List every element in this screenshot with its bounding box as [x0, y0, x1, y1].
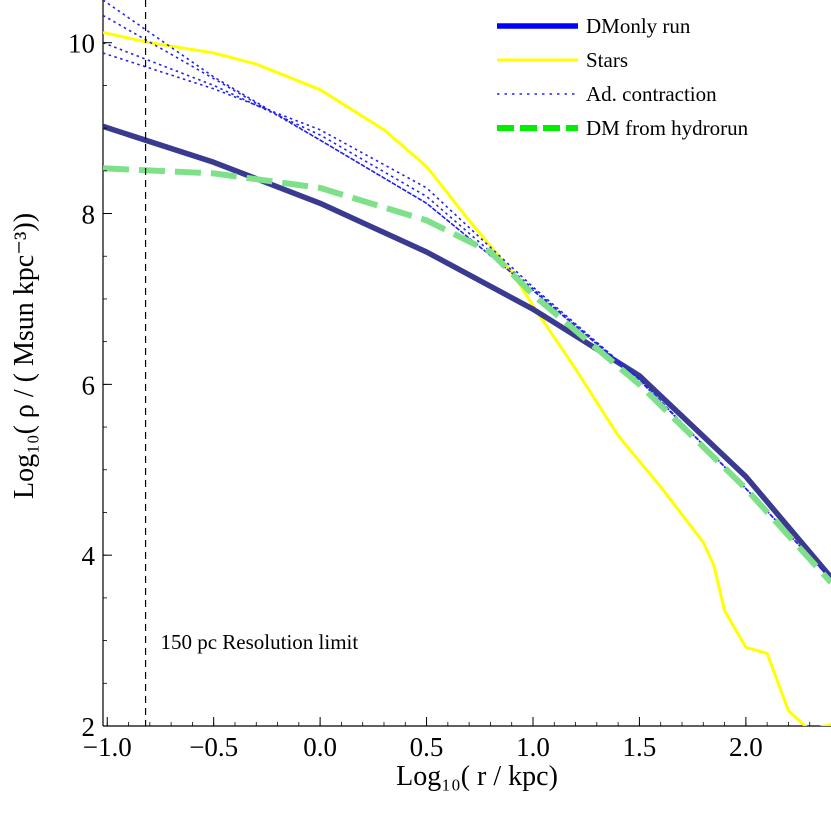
series-line-series-4: [103, 41, 831, 580]
y-tick-label: 8: [82, 200, 96, 230]
legend-label-stars: Stars: [586, 48, 628, 72]
x-tick-label: −1.0: [83, 732, 132, 762]
x-axis-label: Log₁₀( r / kpc): [396, 761, 558, 792]
resolution-limit-label: 150 pc Resolution limit: [160, 630, 358, 654]
series-line-stars: [103, 31, 831, 726]
y-tick-label: 2: [82, 712, 96, 742]
series-line-ad-contraction: [103, 0, 831, 580]
y-axis-label: Log₁₀( ρ / ( Msun kpc⁻³)): [9, 213, 40, 499]
x-tick-label: 0.0: [303, 732, 337, 762]
series-group: [103, 0, 831, 726]
y-tick-label: 10: [68, 29, 95, 59]
x-tick-label: 1.0: [516, 732, 550, 762]
ticks-group: −1.0 −0.5 0.0 0.5 1.0 1.5 2.0 2 4 6 8 10: [68, 29, 811, 762]
series-line-dmonly-run: [103, 123, 831, 580]
axes-frame: [102, 0, 831, 727]
legend-label-dm-from-hydrorun: DM from hydrorun: [586, 116, 749, 140]
legend-label-ad-contraction: Ad. contraction: [586, 82, 717, 106]
x-tick-label: 2.0: [729, 732, 763, 762]
x-tick-label: 1.5: [623, 732, 657, 762]
y-tick-label: 4: [82, 541, 96, 571]
resolution-limit-group: 150 pc Resolution limit: [144, 0, 358, 726]
y-tick-label: 6: [82, 370, 96, 400]
series-line-series-3: [103, 14, 831, 580]
x-tick-label: 0.5: [410, 732, 444, 762]
legend-label-dmonly-run: DMonly run: [586, 14, 691, 38]
legend: DMonly run Stars Ad. contraction DM from hy…: [497, 14, 749, 140]
x-tick-label: −0.5: [189, 732, 238, 762]
series-line-dm-from-hydrorun: [103, 165, 831, 585]
